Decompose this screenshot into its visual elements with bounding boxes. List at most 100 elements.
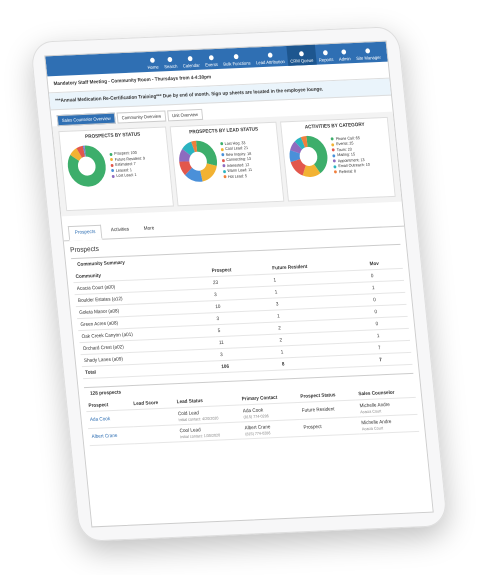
section-tab[interactable]: More [143, 225, 155, 232]
legend-dot [110, 163, 114, 167]
nav-icon [188, 56, 194, 62]
donut [67, 145, 106, 187]
card-body: Prospect: 100 Future Resident: 9 Estimated: 7… [63, 140, 168, 190]
nav-item[interactable]: Site Manager [352, 42, 384, 63]
donut-slice [178, 140, 217, 182]
prospect-link[interactable]: Albert Crane [91, 432, 118, 441]
nav-item[interactable]: Search [160, 51, 181, 72]
nav-icon [208, 55, 214, 61]
legend-label: Lost Lead: [116, 172, 134, 179]
legend-item: Hot Lead: 5 [223, 173, 254, 180]
legend-dot [109, 157, 114, 162]
legend-dot [111, 174, 115, 178]
screen: Home Search Calendar Events Bulk Functions Le… [44, 40, 434, 528]
donut-slice [289, 135, 328, 177]
legend-dot [333, 164, 337, 168]
nav-label: Search [163, 63, 178, 70]
legend-value: 9 [142, 155, 146, 161]
nav-item[interactable]: Bulk Functions [219, 47, 254, 68]
nav-label: Reports [318, 56, 334, 63]
legend-dot [220, 147, 224, 151]
legend-value: 7 [133, 161, 136, 167]
donut [289, 135, 328, 177]
card: PROSPECTS BY LEAD STATUS Lost Hog: 33 Cool … [169, 121, 285, 207]
nav-item[interactable]: Reports [315, 44, 337, 65]
cards: PROSPECTS BY STATUS Prospect: 100 Future Re… [52, 111, 402, 217]
nav-item[interactable]: Admin [335, 43, 354, 64]
legend-item: Lost Lead: 1 [111, 172, 147, 179]
legend-dot [331, 142, 335, 146]
tablet: Home Search Calendar Events Bulk Functions Le… [30, 26, 448, 542]
nav-label: Lead Attribution [255, 59, 286, 66]
nav-item[interactable]: Lead Attribution [252, 46, 288, 67]
donut-slice [289, 135, 328, 177]
cell [132, 424, 178, 444]
donut-slice [178, 140, 217, 182]
cell: Prospect [299, 416, 360, 437]
legend-dot [222, 164, 226, 168]
legend-value: 5 [244, 172, 248, 179]
summary-table: Community Prospect Future Resident Mov Acaci… [72, 256, 413, 379]
cell [131, 407, 177, 427]
nav-label: Events [204, 61, 219, 68]
nav-item[interactable]: Events [201, 49, 221, 70]
card-body: Phone Call: 65 Events: 25 Tours: 23 Mailing: 15… [285, 130, 390, 180]
section-tab[interactable]: Activities [110, 226, 130, 234]
donut-slice [67, 145, 106, 187]
legend: Phone Call: 65 Events: 25 Tours: 23 Mailing: 15… [330, 134, 371, 175]
cell: 106 [217, 358, 280, 373]
nav-icon [267, 52, 273, 58]
nav-icon [322, 50, 328, 56]
legend-dot [334, 170, 338, 174]
legend-dot [330, 137, 334, 141]
legend-dot [220, 153, 225, 157]
nav-item[interactable]: Calendar [179, 50, 203, 71]
legend-value: 10 [365, 162, 371, 168]
nav-icon [341, 49, 347, 55]
legend-dot [332, 148, 336, 152]
nav-label: Bulk Functions [223, 60, 251, 67]
section-tab[interactable]: Prospects [67, 224, 103, 242]
card: PROSPECTS BY STATUS Prospect: 100 Future Re… [58, 126, 174, 212]
nav-icon [233, 54, 239, 60]
legend-label: Hot Lead: [227, 173, 245, 179]
legend-dot [333, 159, 337, 163]
nav-label: Calendar [182, 62, 200, 69]
overview-tab[interactable]: Community Overview [116, 110, 167, 124]
nav-icon [365, 48, 371, 54]
legend-label: Referral: [338, 168, 354, 174]
nav-label: Admin [338, 56, 351, 62]
cell: Michelle Andre Acacia Court [357, 414, 420, 434]
legend-dot [221, 158, 225, 162]
nav-label: Site Manager [355, 54, 382, 61]
nav-label: CRM Queue [290, 57, 314, 64]
legend-dot [109, 152, 113, 156]
legend: Lost Hog: 33 Cool Lead: 21 New Inquiry: 18 Con… [219, 140, 254, 180]
cell: Albert Crane (815) 774-0286 [241, 419, 302, 440]
legend-dot [223, 175, 227, 179]
nav-item[interactable]: CRM Queue [286, 44, 317, 66]
legend-dot [111, 168, 115, 173]
cell: Albert Crane [88, 426, 135, 446]
legend-item: Referral: 8 [334, 168, 371, 175]
legend-value: 11 [247, 167, 253, 173]
donut-slice [289, 135, 328, 177]
card: ACTIVITIES BY CATEGORY Phone Call: 65 Event… [280, 116, 396, 202]
legend-dot [219, 142, 223, 146]
nav-item[interactable]: Home [143, 51, 162, 72]
nav-label: Home [147, 64, 159, 71]
cell: Ada Cook [86, 409, 133, 429]
legend-dot [332, 153, 336, 157]
overview-tab[interactable]: Unit Overview [166, 108, 204, 122]
cell: Cool Lead Initial contact: 1/30/2020 [176, 422, 243, 442]
donut-slice [178, 140, 217, 182]
legend-value: 8 [353, 168, 357, 174]
legend-dot [222, 169, 226, 173]
legend-value: 1 [134, 172, 137, 178]
legend-value: 65 [355, 134, 360, 141]
donut [178, 140, 217, 182]
card-body: Lost Hog: 33 Cool Lead: 21 New Inquiry: 18 Con… [174, 135, 279, 185]
legend: Prospect: 100 Future Resident: 9 Estimated: 7… [109, 150, 147, 179]
prospect-link[interactable]: Ada Cook [89, 416, 111, 424]
